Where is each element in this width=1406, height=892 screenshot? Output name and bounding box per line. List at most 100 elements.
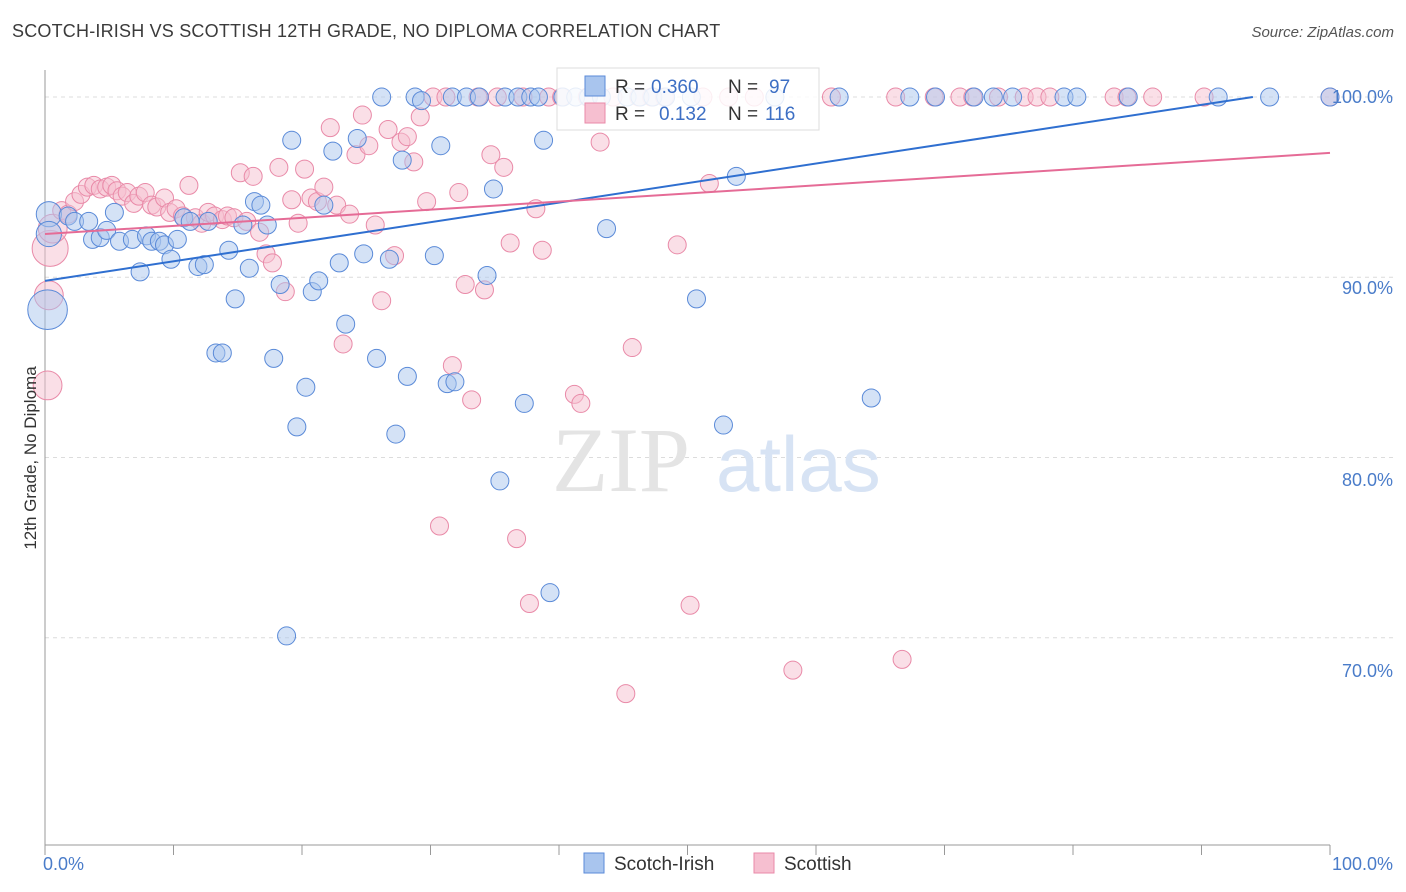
scotch-irish-point: [314, 195, 334, 215]
scotch-irish-point: [445, 372, 465, 392]
legend-r-value: 0.132: [659, 104, 707, 125]
x-axis-ticks: [44, 845, 1331, 855]
scotch-irish-point: [287, 417, 307, 437]
scotch-irish-point: [379, 249, 399, 269]
legend-r-label: R =: [615, 77, 645, 98]
scottish-point: [262, 253, 282, 273]
scotch-irish-point: [347, 128, 367, 148]
watermark: ZIP atlas: [552, 409, 881, 511]
scotch-irish-point: [392, 150, 412, 170]
scotch-irish-point: [477, 265, 497, 285]
y-tick-label: 100.0%: [1332, 87, 1393, 107]
scotch-irish-point: [323, 141, 343, 161]
y-axis-title: 12th Grade, No Diploma: [21, 366, 40, 550]
scottish-point: [333, 334, 353, 354]
scottish-point: [269, 157, 289, 177]
scottish-point: [442, 356, 462, 376]
series-legend: Scotch-Irish Scottish: [583, 852, 852, 875]
scottish-point: [783, 660, 803, 680]
scottish-point: [500, 233, 520, 253]
scotch-irish-point: [713, 415, 733, 435]
scotch-irish-point: [296, 377, 316, 397]
legend-swatch-scotch-irish: [583, 852, 605, 874]
scottish-point: [507, 529, 527, 549]
scottish-point: [590, 132, 610, 152]
scottish-point: [571, 393, 591, 413]
scottish-point: [372, 291, 392, 311]
scotch-irish-point: [597, 219, 617, 239]
y-tick-label: 80.0%: [1342, 470, 1393, 490]
scotch-irish-point: [490, 471, 510, 491]
legend-r-value: 0.360: [651, 77, 699, 98]
scotch-irish-trend-line: [44, 96, 1254, 282]
scotch-irish-point: [79, 211, 99, 231]
scotch-irish-point: [540, 583, 560, 603]
scotch-irish-point: [528, 87, 548, 107]
scotch-irish-point: [983, 87, 1003, 107]
scottish-point: [410, 107, 430, 127]
scotch-irish-point: [367, 348, 387, 368]
scotch-irish-point: [282, 130, 302, 150]
scottish-point: [449, 183, 469, 203]
scottish-point: [532, 240, 552, 260]
scotch-irish-point: [225, 289, 245, 309]
scottish-point: [494, 157, 514, 177]
scottish-point: [481, 145, 501, 165]
x-tick-label-min: 0.0%: [43, 854, 84, 874]
scottish-point: [243, 166, 263, 186]
series-scottish-points: [31, 87, 1340, 704]
scotch-irish-point: [686, 289, 706, 309]
source-credit: Source: ZipAtlas.com: [1251, 24, 1394, 41]
scottish-point: [680, 595, 700, 615]
scottish-point: [314, 177, 334, 197]
scotch-irish-point: [900, 87, 920, 107]
scottish-point: [616, 684, 636, 704]
legend-r-label: R =: [615, 104, 645, 125]
scottish-trend-line: [44, 151, 1331, 236]
series-scotch-irish-points: [27, 87, 1340, 646]
legend-n-label: N =: [728, 77, 758, 98]
scotch-irish-point: [277, 626, 297, 646]
watermark-zip: ZIP: [552, 409, 690, 511]
scottish-point: [320, 118, 340, 138]
scottish-point: [429, 516, 449, 536]
scotch-irish-point: [534, 130, 554, 150]
scotch-irish-point: [167, 229, 187, 249]
scotch-irish-point: [1260, 87, 1280, 107]
scotch-irish-point: [861, 388, 881, 408]
scottish-point: [397, 127, 417, 147]
scotch-irish-point: [514, 393, 534, 413]
scotch-irish-point: [964, 87, 984, 107]
scotch-irish-point: [233, 215, 253, 235]
scotch-irish-point: [329, 253, 349, 273]
scottish-point: [519, 593, 539, 613]
legend-label-scottish: Scottish: [784, 854, 852, 875]
scotch-irish-point: [336, 314, 356, 334]
legend-swatch-blue: [584, 75, 606, 97]
scotch-irish-point: [239, 258, 259, 278]
scotch-irish-point: [354, 244, 374, 264]
scotch-irish-point: [386, 424, 406, 444]
correlation-legend: R = 0.360 N = 97 R = 0.132 N = 116: [556, 67, 820, 131]
x-tick-label-max: 100.0%: [1332, 854, 1393, 874]
gridlines: [45, 96, 1393, 639]
scotch-irish-point: [212, 343, 232, 363]
scotch-irish-point: [397, 366, 417, 386]
scottish-point: [667, 235, 687, 255]
scotch-irish-point: [180, 211, 200, 231]
scottish-point: [455, 274, 475, 294]
legend-swatch-scottish: [753, 852, 775, 874]
scotch-irish-point: [198, 211, 218, 231]
y-tick-label: 70.0%: [1342, 661, 1393, 681]
scottish-point: [352, 105, 372, 125]
legend-n-value: 116: [765, 104, 795, 125]
scottish-point: [378, 119, 398, 139]
scotch-irish-point: [1118, 87, 1138, 107]
scottish-point: [622, 338, 642, 358]
scotch-irish-point: [483, 179, 503, 199]
scotch-irish-point: [161, 249, 181, 269]
chart-title: SCOTCH-IRISH VS SCOTTISH 12TH GRADE, NO …: [12, 21, 721, 41]
scotch-irish-point: [1067, 87, 1087, 107]
scotch-irish-point: [829, 87, 849, 107]
scottish-point: [179, 175, 199, 195]
